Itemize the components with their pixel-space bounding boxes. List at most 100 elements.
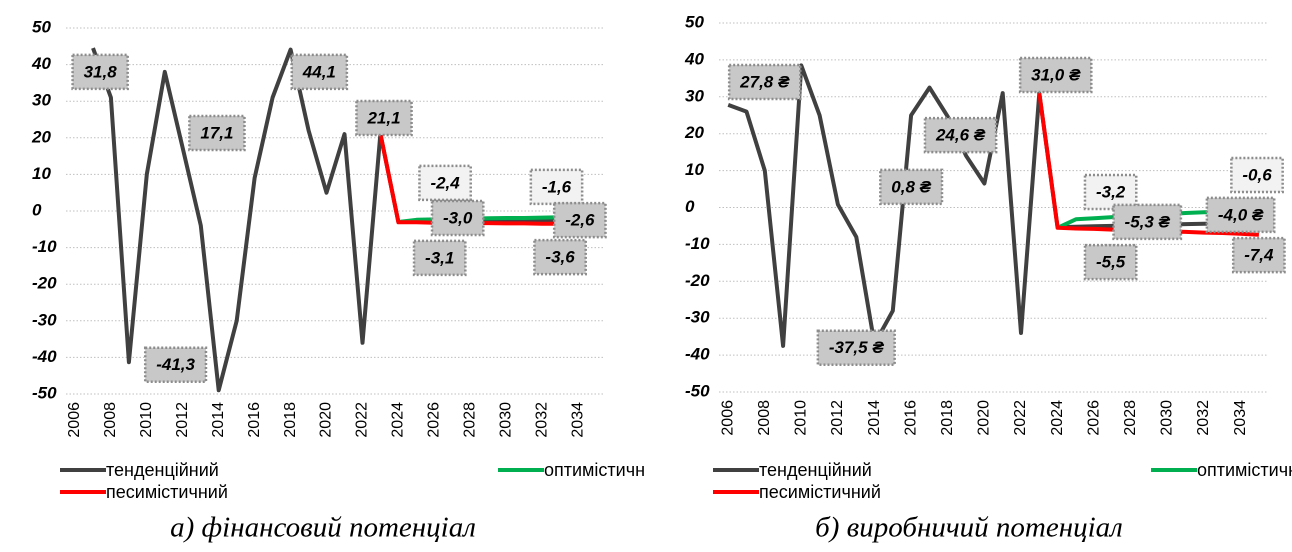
data-label-bg [71,53,129,91]
data-label: -3,0 [443,208,473,227]
data-label: -5,5 [1096,253,1126,272]
x-tick-label: 2020 [318,402,335,438]
data-label-box: 31,8 [71,53,129,91]
x-tick-label: 2030 [497,402,514,438]
data-label-box: 17,1 [188,114,246,152]
x-tick-label: 2010 [138,402,155,438]
data-label-box: -41,3 [143,346,208,383]
data-label: -4,0 ₴ [1218,205,1264,224]
y-tick-label: 10 [685,160,704,179]
data-label-bg [816,329,896,366]
y-tick-label: 0 [685,197,695,216]
caption: а) фінансовий потенціал [170,512,476,544]
data-label-box: 24,6 ₴ [923,116,998,154]
x-tick-label: 2024 [390,402,407,438]
y-tick-label: 20 [31,127,51,146]
legend-label: тенденційний [106,460,219,480]
data-label-bg [1230,156,1284,194]
x-tick-label: 2022 [1012,400,1029,436]
data-label-bg [1018,56,1093,94]
data-label: -7,4 [1244,246,1274,265]
x-tick-label: 2018 [939,400,956,436]
y-tick-label: 20 [684,123,704,142]
data-label-box: -1,6 [529,168,584,206]
y-tick-label: -50 [32,383,57,402]
data-label-bg [879,168,944,206]
data-label: 17,1 [200,124,233,143]
x-tick-label: 2026 [426,402,443,438]
legend-label: песимістичний [106,482,228,502]
x-tick-label: 2014 [866,400,883,436]
data-label: 31,0 ₴ [1031,66,1081,85]
y-tick-label: 50 [32,17,51,36]
x-tick-label: 2006 [719,400,736,436]
x-tick-label: 2028 [461,402,478,438]
y-tick-label: -30 [685,308,710,327]
data-label-box: -3,6 [533,238,587,276]
y-tick-label: 40 [684,49,704,68]
data-label-bg [188,114,246,152]
x-tick-label: 2030 [1159,400,1176,436]
data-label: 27,8 ₴ [739,73,790,92]
y-tick-label: 50 [685,12,704,31]
x-tick-label: 2008 [756,400,773,436]
data-label-bg [1112,203,1183,241]
y-tick-label: -30 [32,310,57,329]
data-label: -3,1 [425,248,454,267]
data-label-box: 44,1 [290,53,349,91]
data-label: 24,6 ₴ [935,126,986,145]
data-label: -0,6 [1242,166,1272,185]
x-tick-label: 2016 [902,400,919,436]
data-label: -37,5 ₴ [829,338,884,357]
x-tick-label: 2034 [1232,400,1249,436]
data-label-box: -4,0 ₴ [1205,196,1276,234]
y-tick-label: -10 [685,234,710,253]
legend-label: оптимістичний [1197,460,1292,480]
y-tick-label: -40 [32,347,57,366]
x-tick-label: 2008 [102,402,119,438]
data-label-bg [290,53,349,91]
x-tick-label: 2034 [569,402,586,438]
x-tick-label: 2032 [533,402,550,438]
series-line [91,47,596,393]
data-label-box: -3,1 [412,239,467,277]
data-label: -3,2 [1096,182,1126,201]
legend-label: тенденційний [759,460,872,480]
x-tick-label: 2022 [354,402,371,438]
y-tick-label: -40 [685,345,710,364]
data-label-bg [418,164,472,202]
data-label-box: 21,1 [355,99,413,137]
y-tick-label: 30 [32,91,51,110]
data-label-bg [430,199,485,237]
data-label-box: 31,0 ₴ [1018,56,1093,94]
data-label-bg [412,239,467,277]
data-label: -2,6 [565,211,595,230]
x-tick-label: 2016 [246,402,263,438]
data-label: -2,4 [430,173,460,192]
data-label: -3,6 [545,248,575,267]
x-tick-label: 2018 [282,402,299,438]
data-label: 21,1 [366,109,400,128]
y-tick-label: 40 [31,54,51,73]
x-tick-label: 2012 [174,402,191,438]
data-label-bg [1083,173,1138,211]
legend-label: оптимістичний [544,460,646,480]
data-label-bg [355,99,413,137]
x-tick-label: 2006 [66,402,83,438]
data-label: -1,6 [542,177,572,196]
data-label: 0,8 ₴ [891,177,931,196]
caption: б) виробничий потенціал [815,512,1123,544]
data-label-bg [529,168,584,206]
x-tick-label: 2014 [210,402,227,438]
y-tick-label: -50 [685,381,710,400]
y-tick-label: 0 [32,200,42,219]
data-label: -5,3 ₴ [1125,212,1171,231]
legend-label: песимістичний [759,482,881,502]
x-tick-label: 2032 [1195,400,1212,436]
data-label: -41,3 [156,355,195,374]
data-label-bg [533,238,587,276]
data-label: 31,8 [84,62,118,81]
